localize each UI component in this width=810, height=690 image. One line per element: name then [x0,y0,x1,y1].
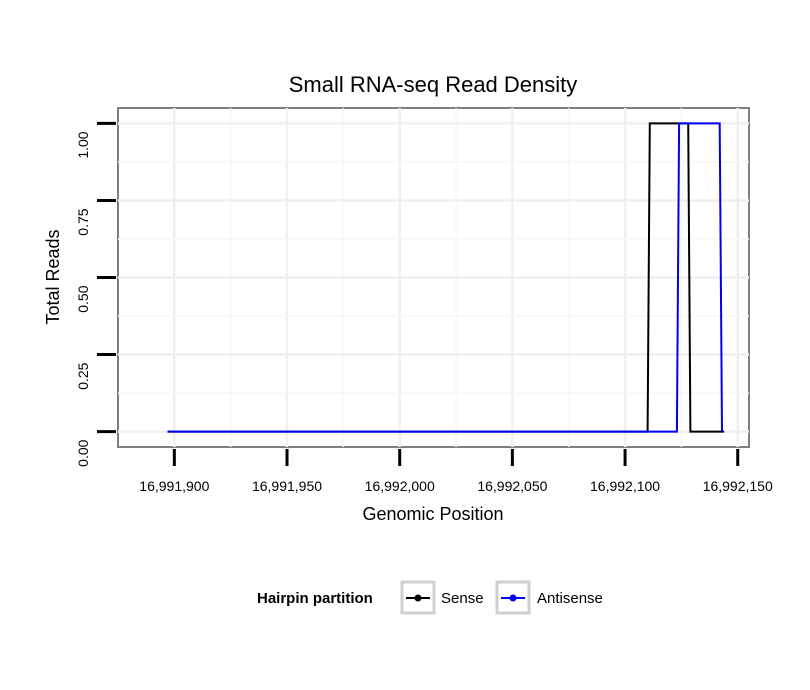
y-tick-label: 0.25 [75,362,91,389]
x-axis: 16,991,900 16,991,950 16,992,000 16,992,050… [139,449,773,494]
series-layer [167,122,725,433]
legend-label-sense: Sense [441,590,484,607]
y-axis-title: Total Reads [43,229,63,324]
legend-marker-antisense [509,594,517,602]
grid-lines [118,108,749,447]
x-tick-label: 16,992,100 [590,478,660,494]
x-tick-label: 16,992,150 [703,478,773,494]
legend-item-antisense: Antisense [495,580,603,615]
y-tick-label: 1.00 [75,131,91,158]
legend-item-sense: Sense [400,580,484,615]
x-tick-label: 16,991,950 [252,478,322,494]
x-tick-label: 16,992,000 [365,478,435,494]
chart-title: Small RNA-seq Read Density [289,72,578,97]
y-tick-label: 0.00 [75,439,91,466]
legend: Hairpin partition Sense Antisense [257,580,603,615]
y-tick-label: 0.50 [75,285,91,312]
legend-label-antisense: Antisense [537,590,603,607]
y-tick-label: 0.75 [75,208,91,235]
x-axis-title: Genomic Position [362,504,503,524]
x-tick-label: 16,991,900 [139,478,209,494]
series-line-antisense [167,122,723,433]
y-axis: 0.00 0.25 0.50 0.75 1.00 [75,121,116,467]
legend-title: Hairpin partition [257,590,373,607]
x-tick-label: 16,992,050 [477,478,547,494]
legend-marker-sense [414,594,422,602]
